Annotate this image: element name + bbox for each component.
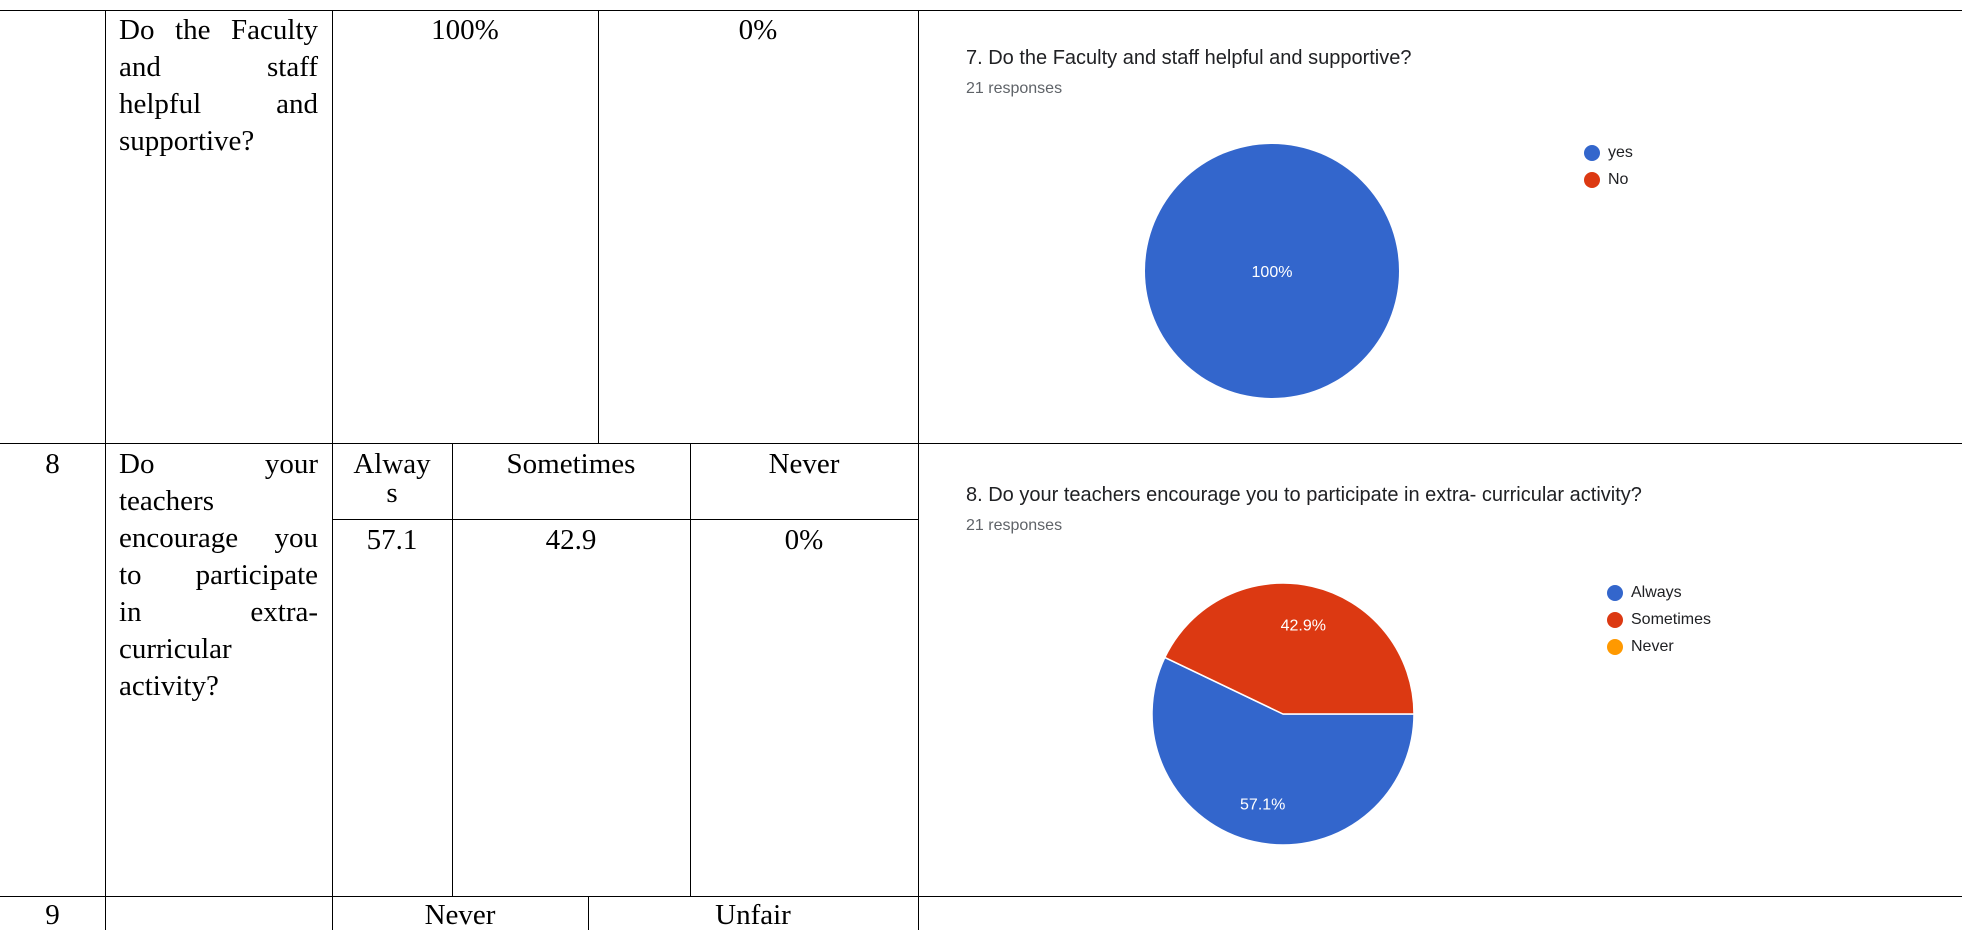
row8-header-never: Never	[768, 448, 840, 480]
row7-no-value: 0%	[738, 14, 778, 46]
row8-header-always: Alway s	[332, 446, 452, 512]
row7-question: Do the Faculty and staff helpful and sup…	[119, 12, 318, 160]
row8-value-sometimes: 42.9	[545, 524, 597, 556]
table-rule	[0, 896, 1962, 897]
question-line: curricular	[119, 633, 232, 665]
legend-label: Sometimes	[1631, 610, 1712, 628]
header-line: s	[386, 477, 398, 509]
table-rule	[452, 443, 453, 896]
table-rule	[918, 10, 919, 930]
legend-item: Always	[1607, 579, 1711, 606]
legend-swatch-icon	[1584, 144, 1600, 161]
row9-header-never: Never	[424, 899, 496, 931]
pie-slice-always	[1151, 656, 1415, 846]
legend-item: Never	[1607, 633, 1711, 660]
row8-number: 8	[45, 448, 60, 480]
pie-data-label: 100%	[1252, 264, 1293, 281]
table-rule	[598, 10, 599, 443]
header-line: Alway	[353, 448, 431, 480]
question-line: helpful and	[119, 88, 318, 120]
legend-swatch-icon	[1607, 584, 1623, 601]
question-line: in extra-	[119, 596, 318, 628]
pie-slice-sometimes	[1163, 582, 1415, 715]
legend-item: yes	[1584, 139, 1633, 166]
question-line: supportive?	[119, 125, 255, 157]
chart7-legend: yes No	[1584, 139, 1633, 193]
legend-label: Never	[1631, 637, 1674, 655]
table-rule	[332, 10, 333, 930]
chart7-pie: 100%	[1145, 144, 1399, 398]
chart8-legend: Always Sometimes Never	[1607, 579, 1711, 660]
chart7-title: 7. Do the Faculty and staff helpful and …	[966, 47, 1412, 69]
row8-value-never: 0%	[784, 524, 824, 556]
question-line: activity?	[119, 670, 219, 702]
legend-label: No	[1608, 170, 1629, 188]
chart7-responses: 21 responses	[966, 80, 1063, 97]
pie-data-label: 57.1%	[1240, 796, 1285, 813]
question-line: to participate	[119, 559, 318, 591]
chart8-title: 8. Do your teachers encourage you to par…	[966, 484, 1642, 506]
chart8-pie: 57.1% 42.9%	[1151, 582, 1415, 846]
legend-swatch-icon	[1607, 638, 1623, 655]
question-line: encourage you	[119, 522, 318, 554]
row9-header-unfair: Unfair	[715, 899, 791, 931]
legend-item: No	[1584, 166, 1633, 193]
question-line: Do your	[119, 448, 318, 480]
pie-slice-yes	[1145, 144, 1399, 398]
table-rule	[332, 519, 919, 520]
row9-number: 9	[45, 899, 60, 931]
legend-swatch-icon	[1607, 611, 1623, 628]
legend-label: Always	[1631, 583, 1682, 601]
row8-question: Do your teachers encourage you to partic…	[119, 446, 318, 705]
pie-data-label: 42.9%	[1281, 618, 1326, 635]
question-line: and staff	[119, 51, 318, 83]
legend-swatch-icon	[1584, 171, 1600, 188]
table-rule	[690, 443, 691, 896]
question-line: teachers	[119, 485, 214, 517]
question-line: Do the Faculty	[119, 14, 318, 46]
table-rule	[105, 10, 106, 930]
table-rule	[588, 896, 589, 930]
legend-label: yes	[1608, 143, 1633, 161]
legend-item: Sometimes	[1607, 606, 1711, 633]
table-rule	[0, 10, 1962, 11]
chart8-responses: 21 responses	[966, 517, 1063, 534]
row8-header-sometimes: Sometimes	[506, 448, 636, 480]
table-rule	[0, 443, 1962, 444]
row7-yes-value: 100%	[431, 14, 499, 46]
row8-value-always: 57.1	[366, 524, 418, 556]
